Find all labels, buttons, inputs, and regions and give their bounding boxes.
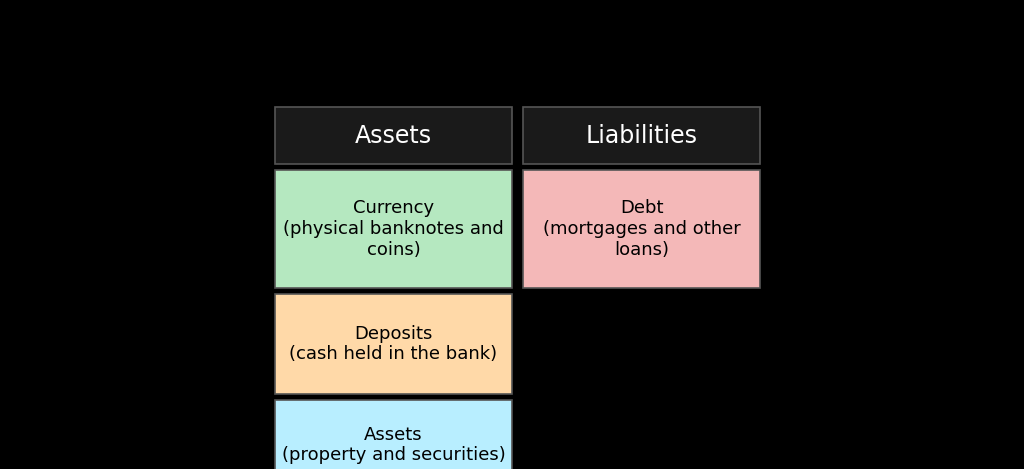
FancyBboxPatch shape	[275, 400, 512, 469]
FancyBboxPatch shape	[275, 107, 512, 164]
Text: Debt
(mortgages and other
loans): Debt (mortgages and other loans)	[543, 199, 740, 259]
Text: Assets
(property and securities): Assets (property and securities)	[282, 425, 506, 464]
FancyBboxPatch shape	[275, 294, 512, 394]
FancyBboxPatch shape	[275, 170, 512, 288]
Text: Deposits
(cash held in the bank): Deposits (cash held in the bank)	[290, 325, 498, 363]
FancyBboxPatch shape	[523, 107, 760, 164]
Text: Liabilities: Liabilities	[586, 123, 697, 147]
Text: Currency
(physical banknotes and
coins): Currency (physical banknotes and coins)	[283, 199, 504, 259]
FancyBboxPatch shape	[523, 170, 760, 288]
Text: Assets: Assets	[355, 123, 432, 147]
